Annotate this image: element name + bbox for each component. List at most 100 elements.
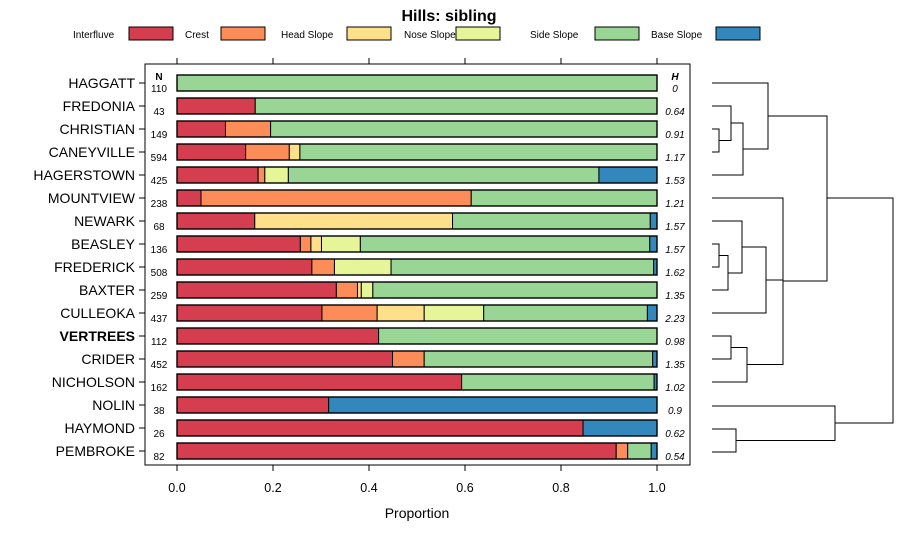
- bar-segment-interfluve: [176, 396, 330, 414]
- bar-segment-interfluve: [176, 304, 323, 322]
- bar-segment-base-slope: [649, 235, 658, 253]
- bar-segment-side-slope: [423, 350, 654, 368]
- bar-row: CRIDER 452 1.35: [81, 350, 685, 371]
- row-label: CHRISTIAN: [60, 121, 135, 137]
- bar-outline: [176, 442, 658, 460]
- bar-segment-crest: [321, 304, 378, 322]
- bar-segment-crest: [200, 189, 472, 207]
- bar-row: PEMBROKE 82 0.54: [56, 442, 685, 463]
- bar-segment-side-slope: [254, 97, 658, 115]
- bar-segment-crest: [392, 350, 425, 368]
- row-label: HAGGATT: [68, 75, 135, 91]
- bar-segment-side-slope: [483, 304, 648, 322]
- bar-segment-base-slope: [649, 212, 658, 230]
- bar-segment-interfluve: [176, 350, 394, 368]
- bar-segment-interfluve: [176, 235, 301, 253]
- bar-segment-interfluve: [176, 281, 337, 299]
- legend-label: Head Slope: [281, 30, 334, 41]
- bar-segment-base-slope: [598, 166, 658, 184]
- h-value: 0.62: [665, 429, 685, 440]
- n-value: 452: [151, 360, 168, 371]
- h-value: 1.21: [665, 199, 684, 210]
- bar-outline: [176, 396, 658, 414]
- n-value: 82: [153, 452, 165, 463]
- n-value: 149: [151, 130, 168, 141]
- bar-segment-crest: [335, 281, 358, 299]
- dendrogram: [712, 82, 894, 453]
- bar-row: CANEYVILLE 594 1.17: [49, 143, 685, 164]
- h-value: 0: [672, 84, 678, 95]
- bar-segment-base-slope: [582, 419, 658, 437]
- legend-label: Base Slope: [651, 30, 703, 41]
- legend-label: Crest: [185, 30, 209, 41]
- legend-swatch: [715, 26, 761, 41]
- bar-row: FREDERICK 508 1.62: [54, 258, 685, 279]
- bar-segment-head-slope: [254, 212, 454, 230]
- bar-outline: [176, 189, 658, 207]
- legend-swatch: [594, 26, 640, 41]
- bar-segment-side-slope: [287, 166, 600, 184]
- row-label: MOUNTVIEW: [48, 190, 136, 206]
- bar-row: CHRISTIAN 149 0.91: [60, 120, 685, 141]
- bar-segment-head-slope: [310, 235, 322, 253]
- bar-segment-side-slope: [627, 442, 652, 460]
- bar-segment-side-slope: [461, 373, 655, 391]
- row-label: FREDONIA: [63, 98, 136, 114]
- x-tick-label: 0.6: [456, 481, 473, 495]
- bar-segment-base-slope: [646, 304, 658, 322]
- legend-swatch: [455, 26, 501, 41]
- bar-row: CULLEOKA 437 2.23: [60, 304, 685, 325]
- n-value: 508: [151, 268, 168, 279]
- bar-outline: [176, 74, 658, 92]
- bar-segment-head-slope: [288, 143, 301, 161]
- bar-segment-side-slope: [470, 189, 658, 207]
- bar-segment-nose-slope: [264, 166, 289, 184]
- bar-segment-crest: [615, 442, 629, 460]
- legend-swatch: [220, 26, 266, 41]
- bar-segment-interfluve: [176, 442, 617, 460]
- bar-outline: [176, 419, 658, 437]
- h-value: 1.17: [665, 153, 685, 164]
- bar-segment-crest: [245, 143, 290, 161]
- h-value: 0.54: [665, 452, 685, 463]
- x-tick-label: 0.8: [552, 481, 569, 495]
- bar-outline: [176, 166, 658, 184]
- row-label: HAGERSTOWN: [33, 167, 135, 183]
- n-value: 162: [151, 383, 168, 394]
- bar-segment-interfluve: [176, 120, 226, 138]
- bar-outline: [176, 212, 658, 230]
- h-value: 0.9: [668, 406, 682, 417]
- plot-area: 0.0 0.2 0.4 0.6 0.8 1.0 N H HAGGATT 110 0 FREDONIA 4…: [33, 58, 691, 495]
- bar-segment-side-slope: [359, 235, 651, 253]
- bar-row: HAGGATT 110 0: [68, 74, 678, 95]
- bar-outline: [176, 143, 658, 161]
- bar-segment-head-slope: [356, 281, 362, 299]
- bar-outline: [176, 235, 658, 253]
- legend-swatch: [128, 26, 174, 41]
- bar-segment-interfluve: [176, 419, 584, 437]
- bar-outline: [176, 258, 658, 276]
- row-label: CRIDER: [81, 351, 135, 367]
- bar-outline: [176, 304, 658, 322]
- row-label: FREDERICK: [54, 259, 136, 275]
- n-value: 26: [153, 429, 165, 440]
- row-label: NOLIN: [92, 397, 135, 413]
- bar-outline: [176, 281, 658, 299]
- legend: Interfluve Crest Head Slope Nose Slope Side …: [73, 26, 761, 41]
- h-value: 2.23: [664, 314, 685, 325]
- n-value: 112: [151, 337, 167, 348]
- bar-segment-crest: [299, 235, 312, 253]
- x-tick-label: 0.2: [264, 481, 281, 495]
- bar-segment-base-slope: [328, 396, 658, 414]
- row-label: CULLEOKA: [60, 305, 135, 321]
- bar-segment-side-slope: [372, 281, 658, 299]
- bar-segment-side-slope: [378, 327, 658, 345]
- bar-segment-side-slope: [176, 74, 658, 92]
- bar-row: BEASLEY 136 1.57: [71, 235, 685, 256]
- bar-segment-nose-slope: [320, 235, 361, 253]
- h-value: 1.57: [665, 245, 685, 256]
- h-value: 1.57: [665, 222, 685, 233]
- n-value: 43: [153, 107, 165, 118]
- bar-segment-nose-slope: [360, 281, 374, 299]
